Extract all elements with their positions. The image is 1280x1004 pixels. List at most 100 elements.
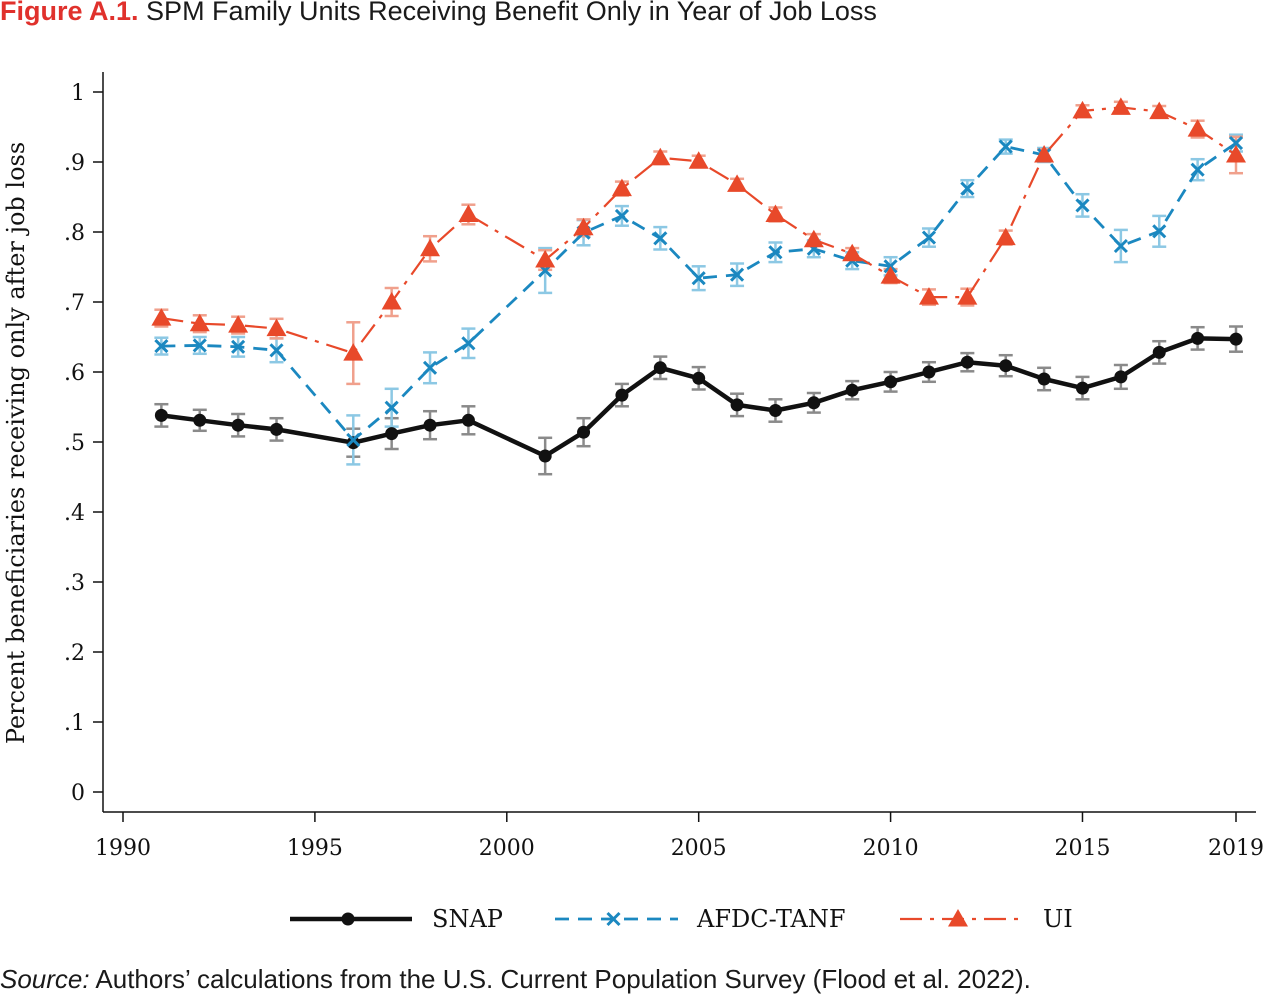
afdc-point [1190, 162, 1205, 177]
snap-point [653, 361, 667, 375]
y-tick-label: .5 [64, 431, 85, 456]
x-tick-label: 1990 [95, 836, 151, 861]
afdc-point-stroke [921, 230, 937, 245]
snap-point [538, 449, 552, 463]
ui-point [650, 147, 671, 166]
ui-point [918, 287, 939, 305]
afdc-line [161, 141, 1237, 442]
ui-point [1187, 119, 1208, 137]
afdc-point-stroke [1152, 224, 1167, 239]
snap-point [270, 422, 284, 436]
snap-point [960, 355, 974, 369]
snap-point [577, 425, 591, 439]
afdc-point [1228, 136, 1244, 151]
afdc-point-stroke [154, 339, 169, 354]
afdc-point [422, 360, 438, 375]
afdc-point-stroke [691, 271, 706, 286]
snap-point [1229, 332, 1243, 346]
ui-line [161, 106, 1237, 355]
ui-point [948, 909, 968, 927]
afdc-point [998, 139, 1013, 154]
snap-point [461, 413, 475, 427]
afdc-point [921, 230, 937, 245]
chart-axes: 0 .1 .2 .3 .4 .5 .6 .7 .8 .9 1 1990 1995 2000 2005 2010… [64, 72, 1264, 861]
legend: SNAP AFDC-TANF UI [290, 905, 1073, 933]
afdc-point-stroke [653, 231, 668, 246]
legend-label-afdc: AFDC-TANF [696, 905, 846, 933]
ui-point [1034, 145, 1055, 163]
snap-point [341, 912, 355, 926]
afdc-point [730, 267, 745, 282]
ui-point [343, 343, 364, 361]
legend-label-ui: UI [1043, 905, 1073, 933]
snap-point [193, 413, 207, 427]
ui-point [1072, 100, 1093, 119]
y-tick-label: 0 [71, 781, 85, 806]
source-label: Source: [0, 964, 90, 994]
ui-point [458, 204, 479, 222]
ui-point [420, 238, 441, 257]
snap-point [922, 365, 936, 379]
snap-point [845, 383, 859, 397]
x-tick-label: 2019 [1208, 836, 1264, 861]
afdc-point-stroke [1190, 162, 1205, 177]
afdc-point-stroke [269, 343, 284, 358]
snap-line [161, 336, 1237, 459]
ui-point [573, 217, 594, 236]
snap-point [768, 404, 782, 417]
afdc-point-stroke [461, 336, 476, 351]
afdc-point-stroke [346, 432, 361, 447]
figure-title-text: SPM Family Units Receiving Benefit Only … [146, 0, 877, 26]
y-tick-label: .1 [64, 711, 85, 736]
afdc-point-stroke [231, 339, 246, 354]
snap-point [1114, 370, 1128, 384]
afdc-point [461, 336, 476, 351]
afdc-point [231, 339, 246, 354]
snap-point [692, 371, 706, 385]
snap-point [231, 418, 245, 432]
legend-item-snap: SNAP [290, 905, 503, 933]
figure-label: Figure A.1. [0, 0, 139, 26]
afdc-point-stroke [422, 360, 438, 375]
snap-point [999, 359, 1013, 373]
y-tick-label: .9 [64, 151, 85, 176]
afdc-point [154, 339, 169, 354]
ui-point [611, 178, 632, 197]
afdc-point [1075, 198, 1090, 213]
ui-point [1149, 101, 1170, 120]
legend-item-afdc: AFDC-TANF [555, 905, 846, 933]
afdc-point [346, 432, 361, 447]
afdc-point-stroke [614, 208, 629, 223]
x-tick-label: 2000 [479, 836, 535, 861]
y-tick-label: .4 [64, 501, 85, 526]
snap-point [423, 418, 437, 432]
snap-point [807, 396, 821, 410]
afdc-point [691, 271, 706, 286]
afdc-point [192, 338, 207, 353]
afdc-point-stroke [1075, 198, 1090, 213]
ui-point [1110, 97, 1131, 115]
ui-point [189, 313, 210, 332]
snap-point [1152, 345, 1166, 359]
ui-point [765, 204, 786, 222]
snap-point [1075, 381, 1089, 395]
afdc-point [269, 343, 284, 358]
source-text: Authors’ calculations from the U.S. Curr… [95, 964, 1031, 994]
afdc-point [614, 208, 629, 223]
ui-point [688, 151, 709, 169]
afdc-point-stroke [998, 139, 1013, 154]
snap-point [1191, 331, 1205, 345]
y-tick-label: 1 [71, 81, 85, 106]
y-tick-label: .2 [64, 641, 85, 666]
snap-point [346, 436, 360, 450]
snap-point [615, 388, 629, 402]
x-tick-label: 2010 [863, 836, 919, 861]
snap-point [385, 427, 399, 441]
legend-item-ui: UI [900, 905, 1073, 933]
legend-label-snap: SNAP [432, 905, 503, 933]
x-tick-label: 2005 [671, 836, 727, 861]
afdc-point-stroke [384, 400, 399, 415]
afdc-point-stroke [606, 911, 621, 927]
afdc-point [606, 911, 621, 927]
